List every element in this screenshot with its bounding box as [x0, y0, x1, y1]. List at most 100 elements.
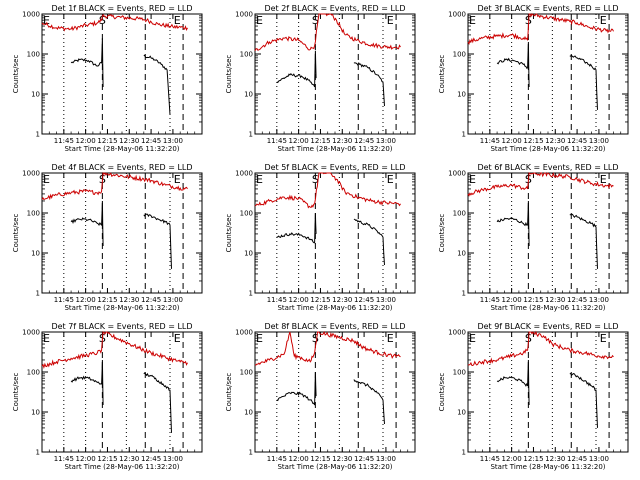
x-axis-label: Start Time (28-May-06 11:32:20)	[490, 463, 605, 471]
x-tick-label: 13:00	[589, 296, 609, 304]
x-tick-label: 13:00	[163, 137, 183, 145]
x-axis-label: Start Time (28-May-06 11:32:20)	[64, 304, 179, 312]
region-marker-e: E	[469, 14, 476, 27]
x-tick-label: 11:45	[480, 455, 500, 463]
region-marker-e: E	[256, 173, 263, 186]
plot-frame	[41, 331, 203, 453]
region-marker-s: S	[312, 173, 319, 186]
y-tick-label: 1	[462, 449, 466, 457]
x-tick-label: 12:45	[567, 455, 587, 463]
region-marker-e: E	[469, 173, 476, 186]
series-events-line	[496, 200, 598, 269]
region-marker-e: E	[387, 332, 394, 345]
plot-frame	[467, 13, 629, 135]
y-tick-label: 100	[240, 210, 253, 218]
region-marker-e: E	[174, 332, 181, 345]
series-lld-line	[254, 172, 401, 209]
series-lld-line	[255, 330, 401, 366]
x-tick-label: 12:15	[310, 455, 330, 463]
x-tick-label: 12:45	[141, 137, 161, 145]
region-marker-e: E	[256, 332, 263, 345]
x-tick-label: 12:00	[289, 455, 309, 463]
x-axis-label: Start Time (28-May-06 11:32:20)	[64, 463, 179, 471]
x-tick-label: 12:00	[76, 455, 96, 463]
region-marker-s: S	[312, 332, 319, 345]
x-tick-label: 12:00	[289, 137, 309, 145]
region-marker-e: E	[43, 14, 50, 27]
y-tick-label: 1	[249, 449, 253, 457]
x-tick-label: 13:00	[163, 455, 183, 463]
y-tick-label: 10	[457, 409, 466, 417]
x-tick-label: 12:15	[523, 137, 543, 145]
x-tick-label: 12:15	[97, 296, 117, 304]
y-tick-label: 1	[36, 449, 40, 457]
plot-frame	[467, 172, 629, 294]
x-axis-label: Start Time (28-May-06 11:32:20)	[490, 145, 605, 153]
plot-frame	[254, 172, 416, 294]
y-tick-label: 1	[36, 131, 40, 139]
y-tick-label: 100	[27, 210, 40, 218]
y-tick-label: 1000	[22, 11, 40, 19]
region-marker-e: E	[256, 14, 263, 27]
series-lld-line	[254, 13, 401, 52]
y-tick-label: 10	[457, 91, 466, 99]
x-tick-label: 12:30	[332, 137, 352, 145]
x-axis-label: Start Time (28-May-06 11:32:20)	[277, 304, 392, 312]
y-tick-label: 1	[36, 290, 40, 298]
x-tick-label: 12:30	[545, 296, 565, 304]
series-events-line	[496, 359, 598, 428]
y-tick-label: 100	[453, 369, 466, 377]
x-tick-label: 13:00	[376, 455, 396, 463]
x-tick-label: 13:00	[376, 137, 396, 145]
x-tick-label: 11:45	[480, 137, 500, 145]
x-tick-label: 12:45	[567, 137, 587, 145]
plot-frame	[254, 331, 416, 453]
series-lld-line	[467, 171, 614, 197]
x-tick-label: 11:45	[54, 296, 74, 304]
y-tick-label: 1	[462, 290, 466, 298]
y-axis-label: Counts/sec	[438, 373, 446, 412]
x-tick-label: 12:45	[567, 296, 587, 304]
y-axis-label: Counts/sec	[12, 55, 20, 94]
region-marker-e: E	[174, 173, 181, 186]
x-tick-label: 11:45	[267, 296, 287, 304]
x-tick-label: 12:30	[545, 137, 565, 145]
x-tick-label: 12:00	[502, 296, 522, 304]
region-marker-e: E	[600, 14, 607, 27]
y-axis-label: Counts/sec	[12, 214, 20, 253]
y-tick-label: 10	[244, 409, 253, 417]
y-tick-label: 100	[453, 210, 466, 218]
x-axis-label: Start Time (28-May-06 11:32:20)	[277, 463, 392, 471]
series-lld-line	[41, 171, 188, 201]
plot-frame	[467, 331, 629, 453]
x-tick-label: 12:45	[141, 455, 161, 463]
y-axis-label: Counts/sec	[438, 55, 446, 94]
x-tick-label: 12:15	[97, 455, 117, 463]
panel-title: Det 2f BLACK = Events, RED = LLD	[264, 4, 405, 13]
x-tick-label: 12:30	[332, 455, 352, 463]
series-lld-line	[467, 13, 614, 45]
x-tick-label: 12:15	[310, 137, 330, 145]
region-marker-e: E	[43, 173, 50, 186]
region-marker-e: E	[387, 14, 394, 27]
y-axis-label: Counts/sec	[225, 373, 233, 412]
series-events-line	[70, 38, 171, 115]
x-tick-label: 13:00	[163, 296, 183, 304]
plot-frame	[41, 172, 203, 294]
x-tick-label: 12:15	[523, 296, 543, 304]
x-axis-label: Start Time (28-May-06 11:32:20)	[277, 145, 392, 153]
y-tick-label: 1000	[448, 11, 466, 19]
region-marker-e: E	[600, 332, 607, 345]
x-tick-label: 12:30	[119, 455, 139, 463]
x-tick-label: 11:45	[267, 137, 287, 145]
y-tick-label: 1000	[235, 170, 253, 178]
y-tick-label: 10	[31, 91, 40, 99]
plot-frame	[41, 13, 203, 135]
x-tick-label: 13:00	[376, 296, 396, 304]
series-events-line	[276, 371, 385, 425]
